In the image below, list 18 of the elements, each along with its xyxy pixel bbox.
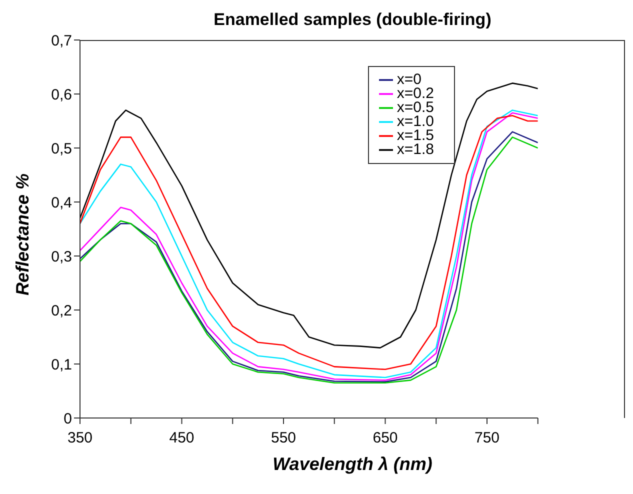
- x-axis-title: Wavelength λ (nm): [272, 454, 434, 475]
- x-tick-label: 450: [169, 430, 194, 447]
- x-tick-label: 650: [372, 430, 398, 447]
- y-tick-label: 0,7: [51, 32, 72, 50]
- y-tick-label: 0,2: [51, 302, 72, 320]
- y-tick-label: 0,1: [51, 356, 72, 374]
- x-tick-label: 550: [270, 430, 296, 447]
- y-axis-title: Reflectance %: [12, 172, 34, 296]
- x-tick-label: 350: [67, 430, 93, 447]
- line-series: [80, 82, 538, 348]
- y-tick-label: 0,4: [51, 194, 72, 212]
- y-tick-label: 0,6: [51, 86, 72, 104]
- legend-label: x=0: [396, 71, 422, 88]
- y-tick-label: 0,5: [51, 140, 72, 158]
- y-tick-label: 0,3: [51, 248, 72, 266]
- chart-title: Enamelled samples (double-firing): [212, 10, 492, 30]
- y-tick-label: 0: [64, 410, 72, 428]
- x-tick-label: 750: [474, 430, 500, 447]
